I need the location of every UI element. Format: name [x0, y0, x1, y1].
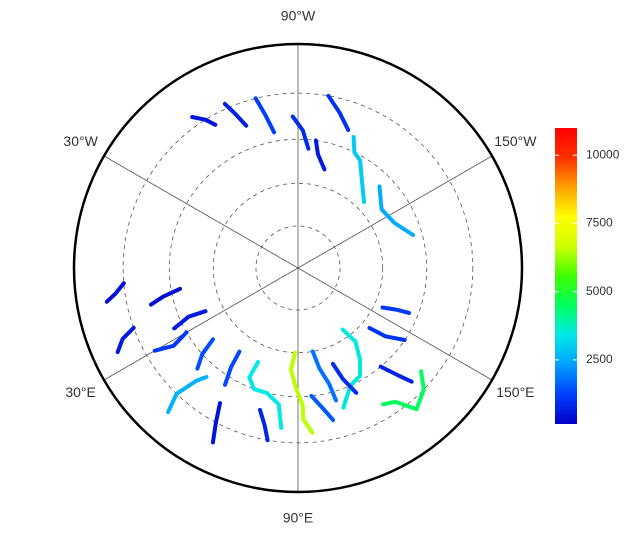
river	[330, 361, 359, 395]
river	[378, 364, 414, 384]
river	[258, 407, 270, 443]
river	[290, 114, 311, 151]
river	[367, 326, 407, 342]
meridian-label: 30°W	[63, 133, 98, 149]
river	[377, 184, 416, 237]
river	[166, 375, 209, 415]
colorbar-tick-label: 2500	[586, 352, 613, 366]
river	[313, 138, 327, 172]
map-border	[72, 42, 524, 494]
river	[210, 401, 222, 445]
colorbar-tick-label: 10000	[586, 147, 620, 161]
river	[152, 330, 189, 353]
river	[288, 350, 315, 435]
river	[172, 309, 208, 331]
river	[195, 337, 215, 371]
meridian-label: 150°E	[496, 384, 534, 400]
river	[253, 96, 277, 135]
meridian-label: 150°W	[494, 133, 537, 149]
river	[247, 360, 284, 430]
meridian-label: 30°E	[65, 384, 96, 400]
latitude-circle	[212, 182, 384, 354]
river	[310, 349, 338, 403]
river	[149, 286, 182, 307]
meridian-label: 90°W	[281, 8, 316, 24]
river	[326, 93, 351, 132]
river	[104, 281, 126, 304]
river	[222, 101, 249, 128]
colorbar-tick-label: 7500	[586, 216, 613, 230]
river	[190, 115, 218, 127]
river	[340, 327, 363, 410]
colorbar	[555, 128, 577, 424]
river	[115, 325, 136, 355]
river	[380, 305, 411, 315]
colorbar-tick-label: 5000	[586, 284, 613, 298]
river	[351, 135, 366, 204]
river	[381, 369, 426, 412]
meridian-label: 90°E	[283, 510, 314, 526]
river	[309, 394, 336, 423]
river	[223, 349, 242, 387]
